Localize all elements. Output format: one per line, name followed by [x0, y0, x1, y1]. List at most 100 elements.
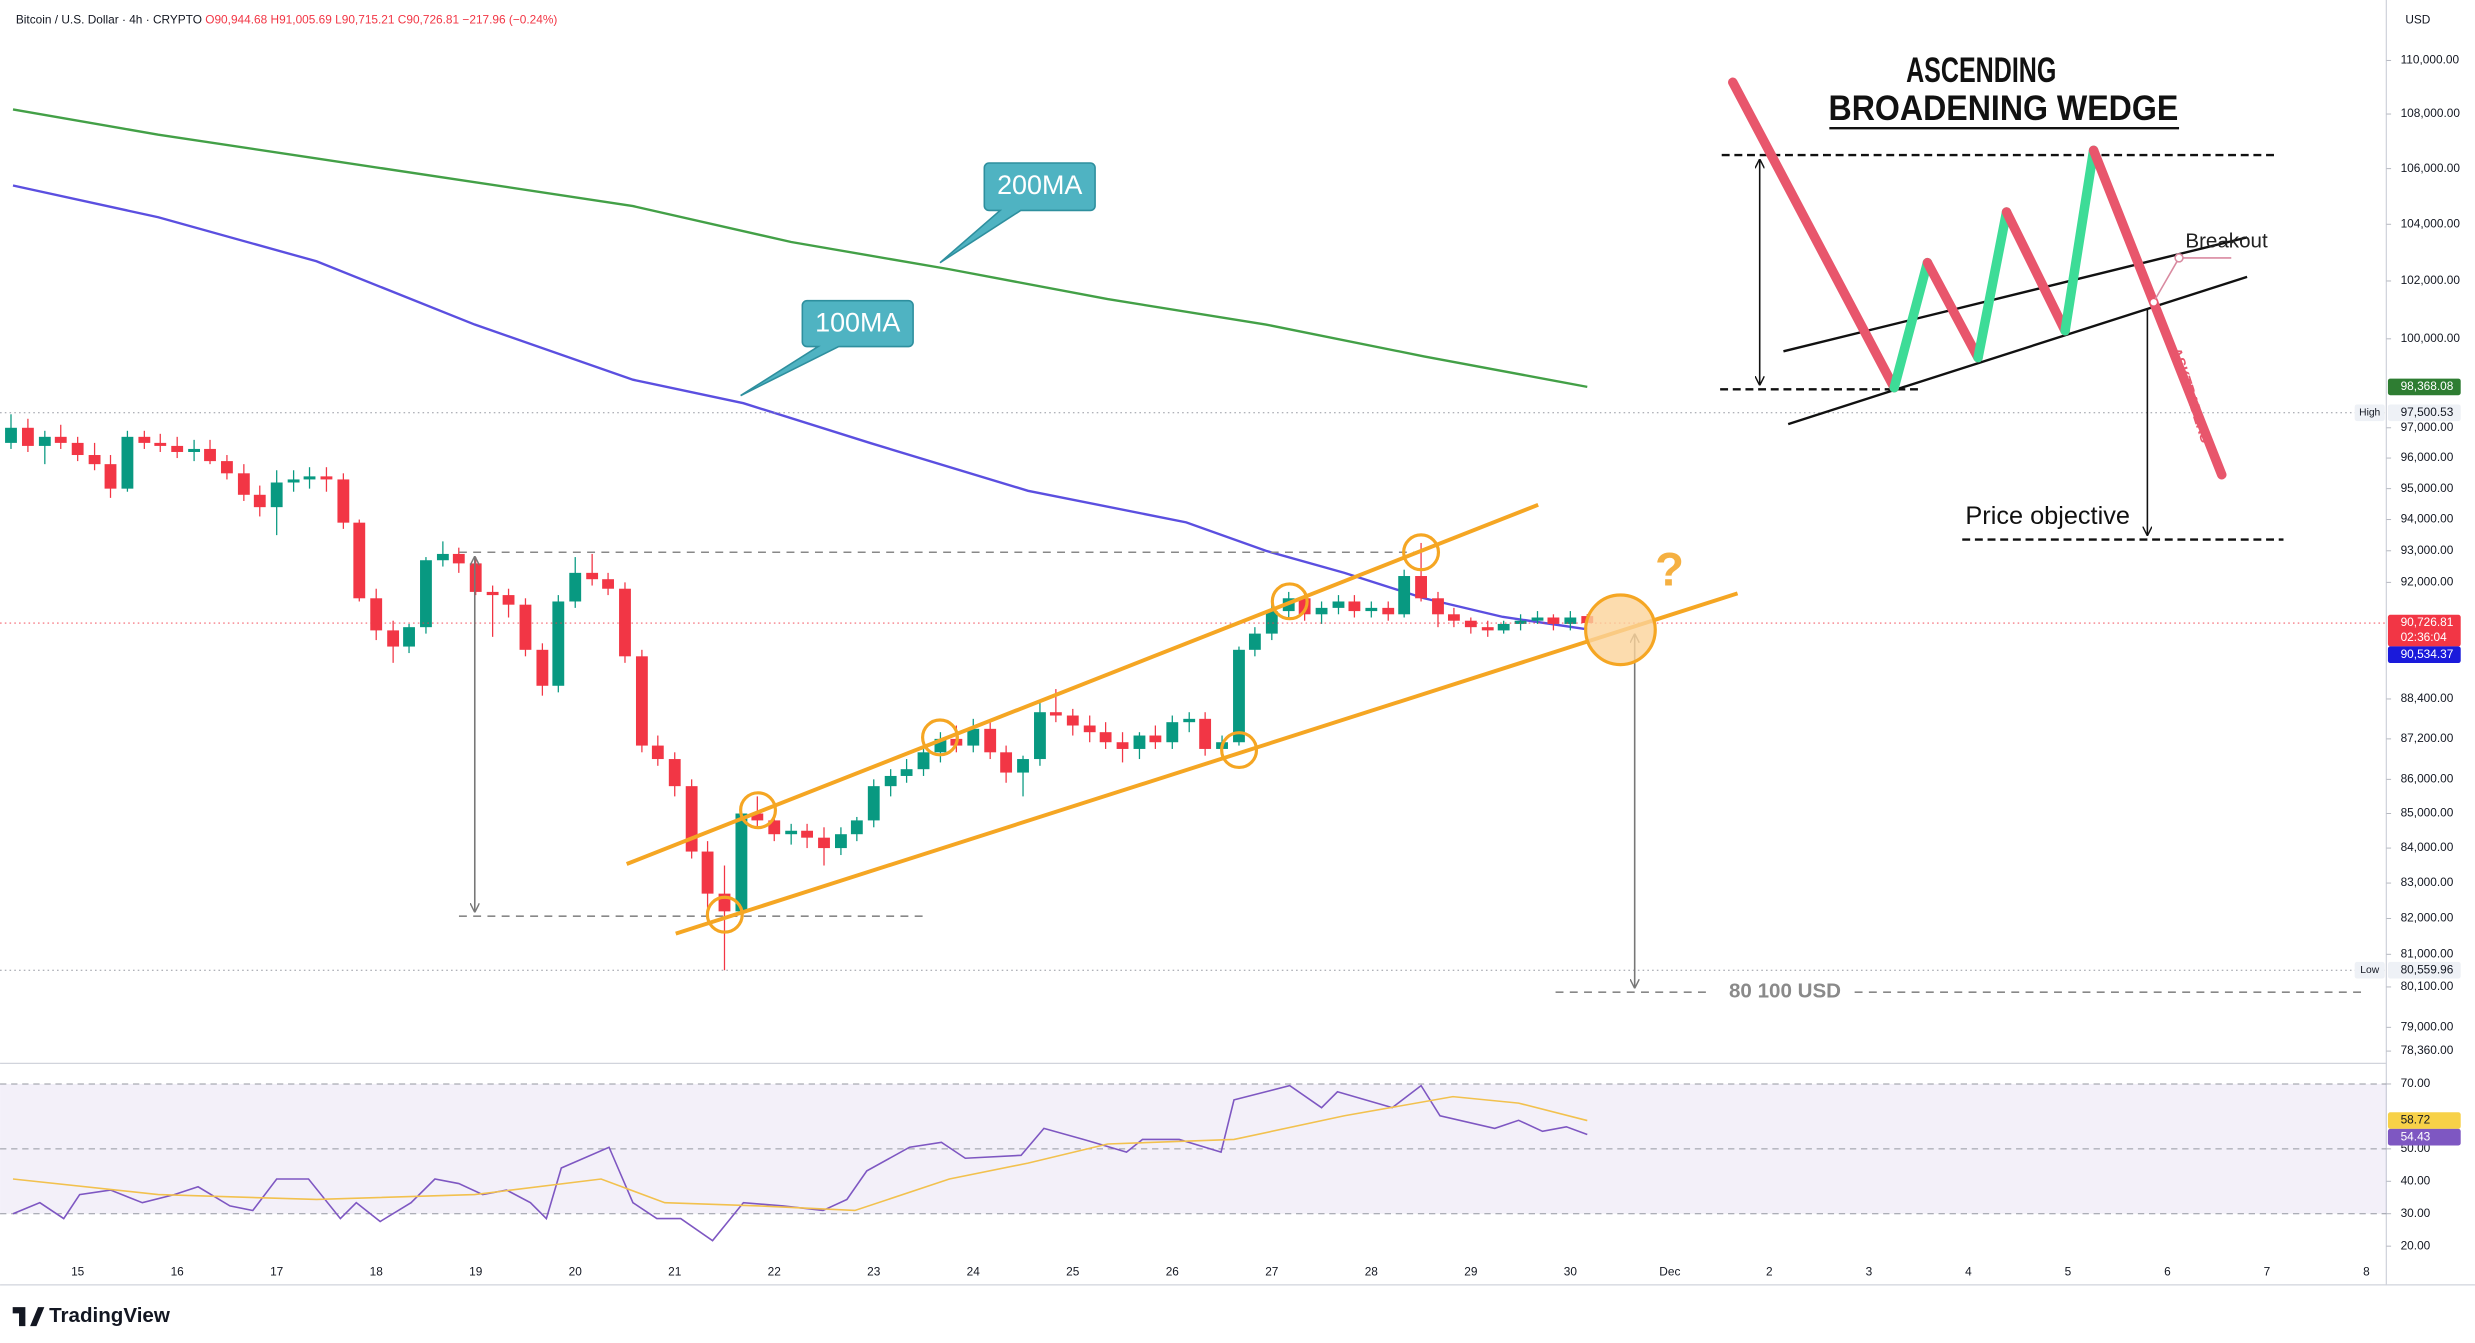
- candle-body: [38, 436, 51, 446]
- x-tick-label: 6: [2164, 1264, 2171, 1278]
- zigzag-up: [2060, 145, 2099, 336]
- y-tick-label: 70.00: [2401, 1076, 2431, 1090]
- candle-body: [154, 442, 167, 446]
- x-tick-label: 18: [370, 1264, 384, 1278]
- candle-body: [1199, 718, 1212, 749]
- candle-body: [370, 598, 383, 631]
- y-tick-label: 94,000.00: [2401, 512, 2454, 526]
- x-tick-label: 5: [2065, 1264, 2072, 1278]
- y-tick-label: 80,100.00: [2401, 979, 2454, 993]
- candle-body: [387, 630, 400, 647]
- zigzag-up: [1889, 257, 1933, 393]
- x-tick-label: 20: [569, 1264, 583, 1278]
- candle-body: [287, 479, 300, 483]
- y-tick-label: 100,000.00: [2401, 331, 2461, 345]
- y-tick-label: 87,200.00: [2401, 731, 2454, 745]
- candle-body: [835, 834, 847, 849]
- candle-body: [71, 442, 84, 456]
- y-tick-label: 81,000.00: [2401, 946, 2454, 960]
- objective-label: Price objective: [1965, 502, 2130, 530]
- y-tick-label: 96,000.00: [2401, 450, 2454, 464]
- x-tick-label: 15: [71, 1264, 85, 1278]
- price-label: 90,726.81: [2401, 615, 2454, 629]
- y-tick-label: 82,000.00: [2401, 911, 2454, 925]
- y-tick-label: 102,000.00: [2401, 273, 2461, 287]
- x-tick-label: 17: [270, 1264, 283, 1278]
- channel-upper: [625, 502, 1539, 866]
- touch-circle: [1402, 533, 1441, 572]
- candle-body: [1481, 627, 1494, 631]
- candle-body: [701, 851, 714, 894]
- candle-body: [785, 830, 798, 835]
- candle-body: [1166, 722, 1179, 743]
- candle-body: [1398, 576, 1411, 615]
- series-line: [12, 1084, 1588, 1242]
- candle-body: [303, 476, 316, 480]
- ma-callout: [939, 162, 1096, 264]
- price-label: 54.43: [2401, 1129, 2431, 1143]
- candle-body: [651, 745, 664, 760]
- wedge-line: [1787, 275, 2248, 426]
- channel-lower: [675, 591, 1739, 936]
- y-tick-label: 85,000.00: [2401, 806, 2454, 820]
- candle-body: [1183, 718, 1196, 723]
- breakout-dot: [2174, 253, 2184, 263]
- y-tick-label: 30.00: [2401, 1206, 2431, 1220]
- candle-body: [768, 820, 781, 835]
- touch-circle: [705, 895, 744, 934]
- candle-body: [1315, 607, 1328, 615]
- candle-body: [1531, 617, 1544, 621]
- price-label-box: [2387, 646, 2461, 664]
- candle-body: [1564, 617, 1577, 624]
- ma-label: 100MA: [815, 308, 900, 338]
- candle-body: [1415, 576, 1427, 599]
- change: −217.96 (−0.24%): [462, 13, 557, 27]
- y-tick-label: 92,000.00: [2401, 575, 2454, 589]
- y-tick-label: 95,000.00: [2401, 481, 2454, 495]
- candle-body: [502, 595, 515, 605]
- candle-body: [1332, 601, 1345, 608]
- candle-body: [270, 482, 283, 508]
- price-label-sub: 02:36:04: [2401, 630, 2448, 644]
- candle-body: [1464, 620, 1477, 628]
- currency: USD: [2405, 13, 2430, 27]
- touch-points: [705, 533, 1441, 934]
- ma-label: 200MA: [997, 170, 1082, 200]
- close: C90,726.81: [398, 13, 460, 27]
- decision-circle: [1584, 593, 1657, 667]
- price-label: 98,368.08: [2401, 379, 2454, 393]
- touch-circle: [739, 791, 778, 830]
- zigzag-up: [1973, 207, 2012, 363]
- price-label: 90,534.37: [2401, 647, 2454, 661]
- zigzag-down: [2001, 207, 2070, 336]
- candle-body: [436, 553, 449, 561]
- candle-body: [1248, 633, 1261, 650]
- candle-body: [735, 813, 748, 912]
- x-tick-label: 21: [668, 1264, 682, 1278]
- y-tick-label: 86,000.00: [2401, 771, 2454, 785]
- question-mark: ?: [1655, 543, 1684, 596]
- candle-body: [602, 579, 614, 589]
- candle-body: [5, 427, 17, 443]
- price-label-box: [2387, 961, 2461, 979]
- x-tick-label: 19: [469, 1264, 483, 1278]
- y-tick-label: 106,000.00: [2401, 161, 2461, 175]
- y-tick-label: 78,360.00: [2401, 1043, 2454, 1057]
- candle-body: [1017, 759, 1029, 773]
- x-tick-label: 22: [768, 1264, 781, 1278]
- price-label-box: [2387, 404, 2461, 422]
- touch-circle: [1270, 582, 1309, 621]
- y-tick-label: 79,000.00: [2401, 1019, 2454, 1033]
- candle-body: [635, 656, 648, 746]
- touch-circle: [1220, 731, 1259, 770]
- candle-body: [21, 427, 34, 446]
- candle-body: [1514, 620, 1527, 624]
- y-tick-label: 104,000.00: [2401, 216, 2461, 230]
- data-layer: 110,000.00 108,000.00 106,000.00 104,000.00…: [0, 53, 2461, 1278]
- x-tick-label: 3: [1866, 1264, 1873, 1278]
- candle-body: [1083, 725, 1096, 733]
- moving-average: [12, 184, 1588, 631]
- y-tick-label: 97,000.00: [2401, 420, 2454, 434]
- price-label: 80,559.96: [2401, 962, 2454, 976]
- candle-body: [204, 448, 216, 462]
